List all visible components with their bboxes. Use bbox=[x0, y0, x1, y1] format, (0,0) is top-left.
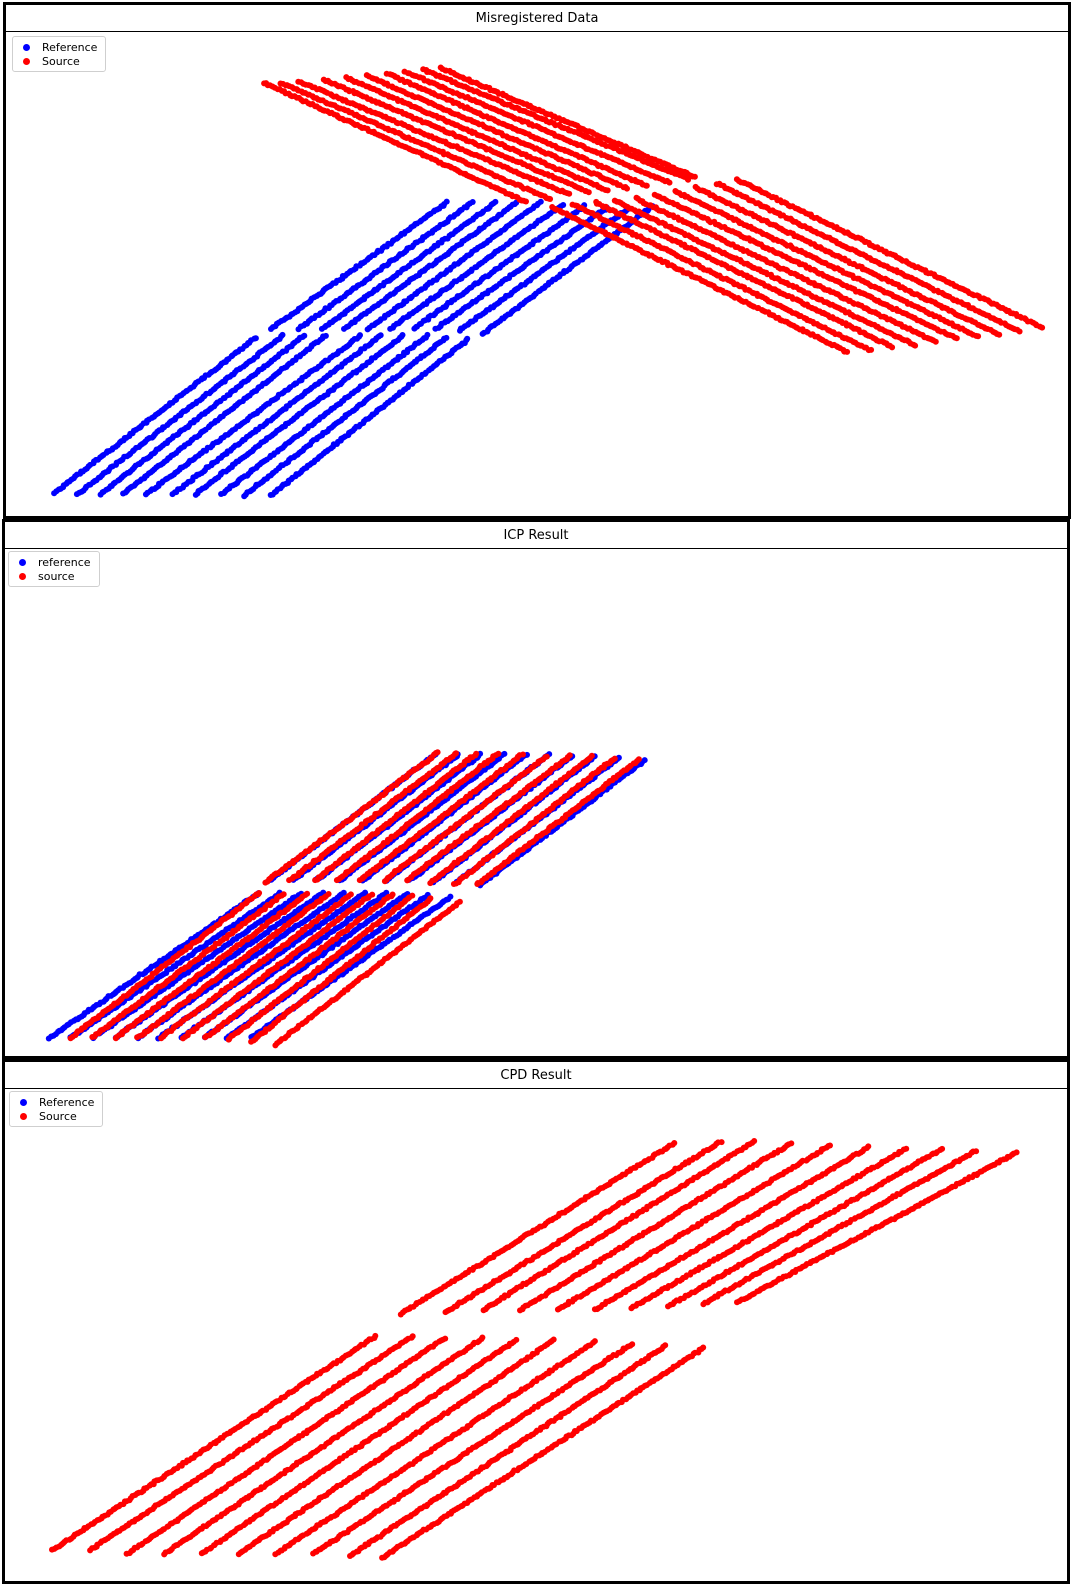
point-strip bbox=[51, 335, 259, 497]
point-strip bbox=[364, 198, 544, 333]
legend-entry-source: Source bbox=[21, 54, 97, 68]
point-strip bbox=[295, 199, 476, 333]
blue-dot-icon bbox=[19, 558, 26, 566]
chart-panel-icp: ICP Result reference source bbox=[2, 519, 1070, 1059]
red-dot-icon bbox=[23, 57, 30, 65]
legend-entry-reference: reference bbox=[17, 555, 91, 569]
data-point bbox=[560, 202, 567, 208]
data-point bbox=[523, 198, 529, 205]
data-point bbox=[912, 342, 919, 349]
point-strip bbox=[169, 332, 384, 498]
legend-label: Reference bbox=[42, 40, 98, 54]
point-strip bbox=[267, 335, 471, 498]
data-point bbox=[975, 333, 982, 340]
data-point bbox=[547, 196, 554, 202]
point-strip bbox=[268, 198, 450, 332]
data-point bbox=[1016, 328, 1023, 335]
scatter-plot-area bbox=[45, 749, 648, 1049]
data-point bbox=[1039, 324, 1046, 331]
data-point bbox=[566, 190, 573, 197]
data-point bbox=[377, 332, 384, 339]
series-source bbox=[261, 64, 1046, 355]
point-strip bbox=[142, 332, 363, 498]
data-point bbox=[301, 332, 308, 339]
point-strip bbox=[411, 202, 588, 332]
legend-entry-source: source bbox=[17, 569, 91, 583]
data-point bbox=[492, 198, 499, 205]
legend-entry-reference: Reference bbox=[21, 40, 97, 54]
point-strip bbox=[479, 203, 656, 337]
data-point bbox=[322, 332, 329, 339]
chart-title: Misregistered Data bbox=[6, 5, 1068, 32]
chart-title: ICP Result bbox=[5, 522, 1067, 549]
data-point bbox=[464, 335, 471, 342]
data-point bbox=[691, 173, 698, 180]
data-point bbox=[424, 331, 431, 338]
point-strip bbox=[97, 332, 308, 498]
point-strip bbox=[73, 331, 286, 498]
red-dot-icon bbox=[19, 572, 26, 580]
data-point bbox=[443, 198, 450, 205]
point-strip bbox=[192, 332, 406, 498]
point-strip bbox=[241, 334, 450, 500]
data-point bbox=[666, 179, 673, 186]
data-point bbox=[889, 344, 896, 351]
data-point bbox=[585, 189, 592, 196]
point-strip bbox=[218, 331, 431, 497]
data-point bbox=[996, 331, 1003, 338]
data-point bbox=[357, 332, 363, 339]
data-point bbox=[643, 182, 650, 189]
data-point bbox=[844, 348, 851, 355]
data-point bbox=[868, 346, 875, 353]
series-reference bbox=[51, 198, 656, 500]
point-strip bbox=[318, 198, 499, 332]
data-point bbox=[537, 198, 544, 205]
blue-dot-icon bbox=[23, 43, 30, 51]
point-strip bbox=[120, 332, 329, 497]
legend-label: source bbox=[38, 569, 75, 583]
data-point bbox=[953, 335, 960, 342]
chart-panel-misregistered: Misregistered Data Reference Source bbox=[3, 2, 1071, 519]
legend-label: Source bbox=[42, 54, 80, 68]
data-point bbox=[279, 331, 286, 338]
point-strip bbox=[341, 199, 520, 332]
data-point bbox=[252, 335, 259, 342]
point-strip bbox=[90, 890, 305, 1042]
chart-legend: Reference Source bbox=[12, 36, 107, 72]
data-point bbox=[624, 185, 630, 192]
data-point bbox=[443, 334, 450, 341]
legend-label: reference bbox=[38, 555, 91, 569]
chart-legend: reference source bbox=[8, 551, 100, 587]
data-point bbox=[399, 332, 406, 338]
data-point bbox=[469, 199, 476, 205]
data-point bbox=[604, 187, 611, 194]
data-point bbox=[932, 338, 939, 345]
scatter-plot-area bbox=[51, 64, 1046, 500]
